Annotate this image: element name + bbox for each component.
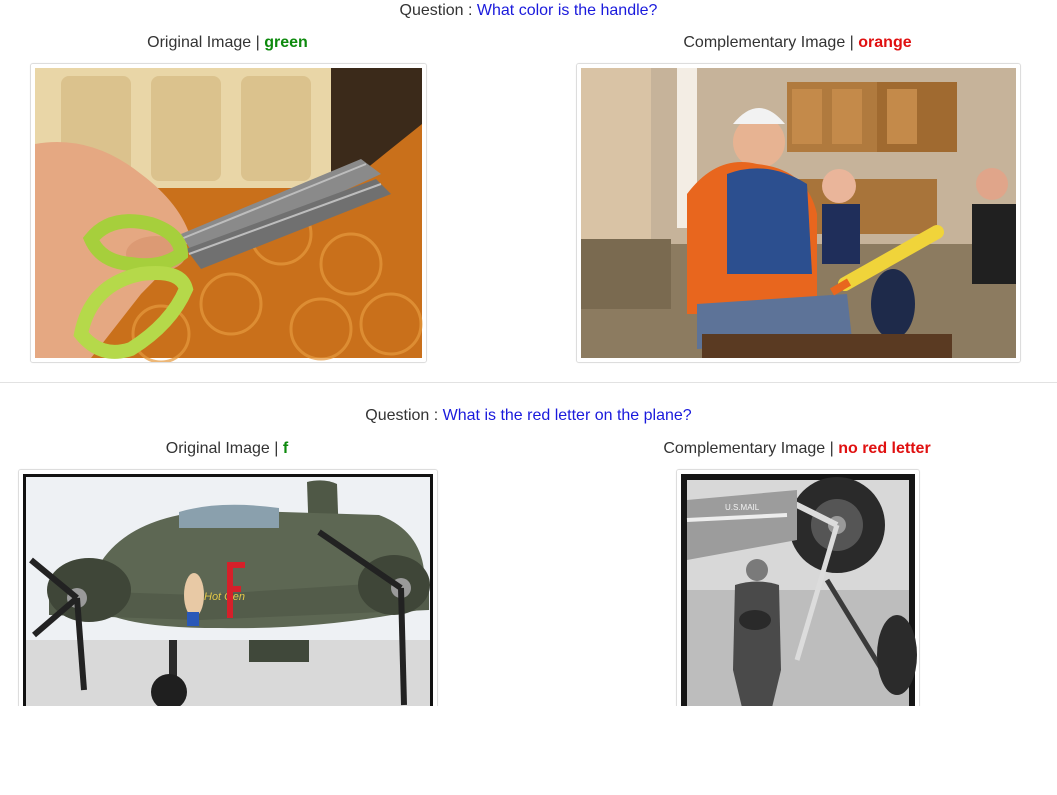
- original-answer-1: green: [264, 34, 308, 51]
- original-caption-2-label: Original Image |: [165, 440, 283, 457]
- question-2-label: Question :: [365, 407, 443, 424]
- question-1: Question : What color is the handle?: [0, 1, 1057, 21]
- original-caption-1: Original Image | green: [30, 33, 425, 53]
- original-answer-2: f: [282, 440, 289, 457]
- question-2-text: What is the red letter on the plane?: [442, 407, 692, 424]
- page-bottom-blank: [0, 706, 1057, 795]
- kitchen-photo: [577, 64, 1020, 362]
- original-image-2: Hot Gen: [18, 469, 438, 731]
- complementary-caption-1: Complementary Image | orange: [576, 33, 1019, 53]
- question-2: Question : What is the red letter on the…: [0, 406, 1057, 426]
- bomber-plane-photo: Hot Gen: [19, 470, 437, 730]
- svg-text:U.S.MAIL: U.S.MAIL: [725, 503, 760, 512]
- complementary-caption-2: Complementary Image | no red letter: [597, 439, 997, 459]
- scissors-photo: [31, 64, 426, 362]
- question-1-label: Question :: [399, 2, 477, 19]
- complementary-answer-2: no red letter: [838, 440, 931, 457]
- complementary-caption-2-label: Complementary Image |: [663, 440, 839, 457]
- original-caption-1-label: Original Image |: [147, 34, 265, 51]
- svg-text:Hot Gen: Hot Gen: [204, 591, 245, 603]
- original-image-1: [30, 63, 427, 363]
- original-caption-2: Original Image | f: [18, 439, 436, 459]
- complementary-answer-1: orange: [858, 34, 912, 51]
- complementary-caption-1-label: Complementary Image |: [683, 34, 859, 51]
- question-1-text: What color is the handle?: [476, 2, 658, 19]
- complementary-image-1: [576, 63, 1021, 363]
- complementary-image-2: U.S.MAIL: [676, 469, 920, 731]
- vintage-plane-photo: U.S.MAIL: [677, 470, 919, 730]
- section-divider: [0, 382, 1057, 383]
